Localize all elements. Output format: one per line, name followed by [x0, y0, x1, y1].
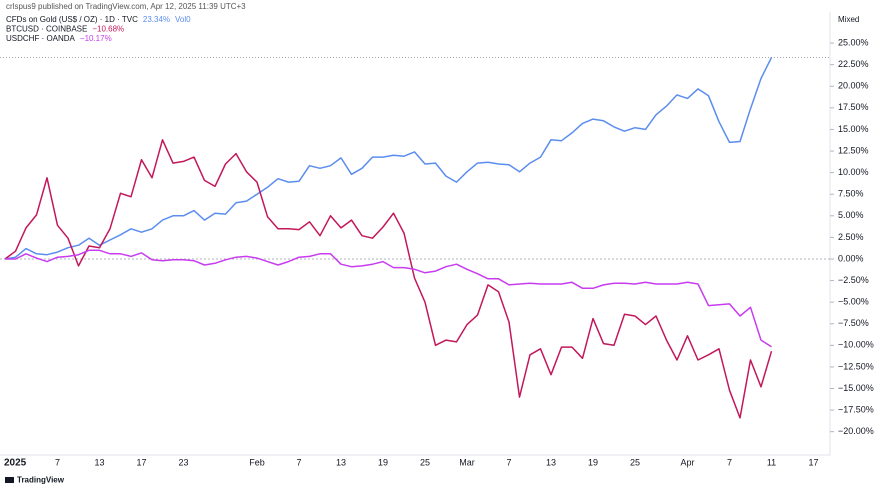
x-tick-label: 19	[588, 457, 598, 467]
x-tick-label: 7	[727, 457, 732, 467]
x-tick-label: Mar	[459, 457, 475, 467]
x-tick-label: 25	[420, 457, 430, 467]
y-tick-label: −17.50%	[838, 404, 874, 414]
x-tick-label: Apr	[680, 457, 694, 467]
scale-mode: Mixed	[838, 15, 859, 24]
brand: TradingView	[5, 476, 65, 485]
header: crlspus9 published on TradingView.com, A…	[6, 2, 246, 11]
y-tick-label: −10.00%	[838, 340, 874, 350]
y-tick-label: 15.00%	[838, 124, 869, 134]
series-line	[4, 57, 773, 260]
y-tick-label: 2.50%	[838, 232, 864, 242]
x-tick-label: 2025	[4, 458, 27, 469]
x-tick-label: 13	[94, 457, 104, 467]
legend-name: CFDs on Gold (US$ / OZ) · 1D · TVC	[6, 15, 138, 24]
legend-value: 23.34%	[143, 15, 170, 24]
y-tick-label: −5.00%	[838, 297, 869, 307]
x-tick-label: 7	[296, 457, 301, 467]
x-tick-label: 13	[336, 457, 346, 467]
y-tick-label: 0.00%	[838, 253, 864, 263]
x-tick-label: 13	[546, 457, 556, 467]
y-tick-label: 17.50%	[838, 102, 869, 112]
y-tick-label: −7.50%	[838, 318, 869, 328]
y-tick-label: 12.50%	[838, 145, 869, 155]
legend-name: USDCHF · OANDA	[6, 34, 76, 43]
series-line	[4, 139, 773, 419]
y-tick-label: 25.00%	[838, 37, 869, 47]
x-tick-label: 7	[506, 457, 511, 467]
x-tick-label: 19	[378, 457, 388, 467]
x-tick-label: 7	[55, 457, 60, 467]
y-tick-label: 7.50%	[838, 189, 864, 199]
y-tick-label: 5.00%	[838, 210, 864, 220]
x-tick-label: 17	[136, 457, 146, 467]
brand-logo	[5, 477, 14, 483]
y-tick-label: −2.50%	[838, 275, 869, 285]
series-line	[5, 249, 772, 348]
y-tick-label: −20.00%	[838, 426, 874, 436]
x-tick-label: 25	[630, 457, 640, 467]
x-tick-label: 17	[808, 457, 818, 467]
legend-volume: Vol0	[175, 15, 191, 24]
y-tick-label: 20.00%	[838, 81, 869, 91]
brand-name: TradingView	[17, 476, 65, 485]
legend-name: BTCUSD · COINBASE	[6, 25, 87, 34]
x-tick-label: Feb	[249, 457, 265, 467]
y-tick-label: −12.50%	[838, 361, 874, 371]
x-tick-label: 23	[178, 457, 188, 467]
x-tick-label: 11	[767, 457, 776, 467]
y-tick-label: 22.50%	[838, 59, 869, 69]
legend-value: −10.68%	[92, 25, 124, 34]
y-tick-label: −15.00%	[838, 383, 874, 393]
y-tick-label: 10.00%	[838, 167, 869, 177]
legend-value: −10.17%	[80, 34, 112, 43]
